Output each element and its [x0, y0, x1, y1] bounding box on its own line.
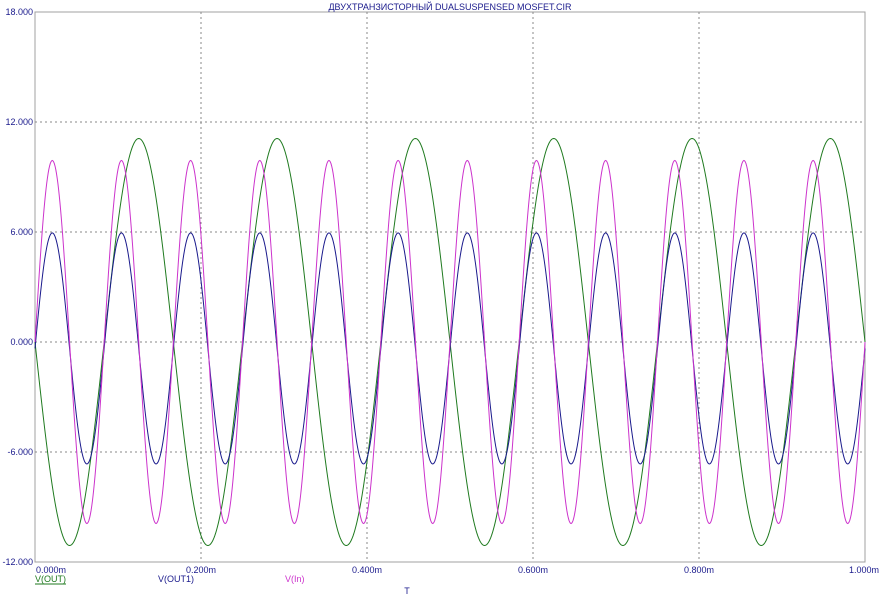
y-tick-label: -12.000	[2, 557, 33, 567]
series-line	[34, 159, 866, 525]
x-tick-label: 1.000m	[849, 565, 879, 575]
legend: V(OUT) V(OUT1) V(In)	[35, 574, 305, 585]
plot-frame	[34, 11, 866, 563]
y-tick-label: 18.000	[5, 7, 33, 17]
chart-title: ДВУХТРАНЗИСТОРНЫЙ DUALSUSPENSED MOSFET.C…	[328, 1, 572, 12]
y-tick-label: 0.000	[10, 337, 33, 347]
y-tick-label: 12.000	[5, 117, 33, 127]
x-tick-label: 0.600m	[518, 565, 548, 575]
x-tick-label: 0.200m	[186, 565, 216, 575]
legend-label: V(OUT1)	[158, 574, 194, 584]
series-lines	[34, 137, 866, 547]
x-tick-label: 0.400m	[352, 565, 382, 575]
legend-label: V(In)	[285, 574, 305, 584]
y-tick-labels: -12.000 -6.000 0.000 6.000 12.000 18.000	[2, 7, 33, 567]
legend-label: V(OUT)	[35, 574, 66, 584]
x-tick-label: 0.000m	[36, 565, 66, 575]
x-tick-label: 0.800m	[684, 565, 714, 575]
x-tick-labels: 0.000m 0.200m 0.400m 0.600m 0.800m 1.000m	[36, 565, 879, 575]
x-axis-label: T	[404, 586, 410, 596]
y-tick-label: 6.000	[10, 227, 33, 237]
y-tick-label: -6.000	[7, 447, 33, 457]
